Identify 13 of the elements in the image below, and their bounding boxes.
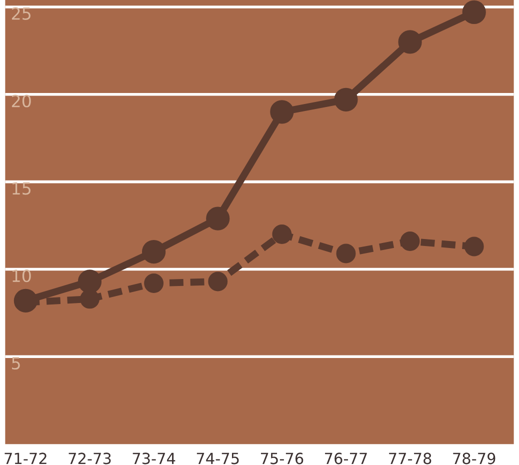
x-tick-label: 71-72 (4, 452, 46, 464)
y-tick-label: 15 (12, 182, 30, 195)
x-tick-label: 73-74 (132, 452, 176, 464)
x-tick-label: 77-78 (389, 452, 432, 464)
x-tick-label: 74-75 (196, 452, 239, 464)
x-tick-label: 75-76 (260, 452, 304, 464)
y-tick-label: 25 (12, 7, 30, 20)
y-tick-label: 20 (12, 94, 31, 108)
x-tick-label: 78-79 (453, 452, 496, 464)
y-tick-label: 10 (12, 270, 31, 282)
y-tick-label: 5 (12, 357, 20, 370)
x-tick-label: 72-73 (68, 452, 111, 464)
x-tick-label: 76-77 (325, 452, 367, 464)
